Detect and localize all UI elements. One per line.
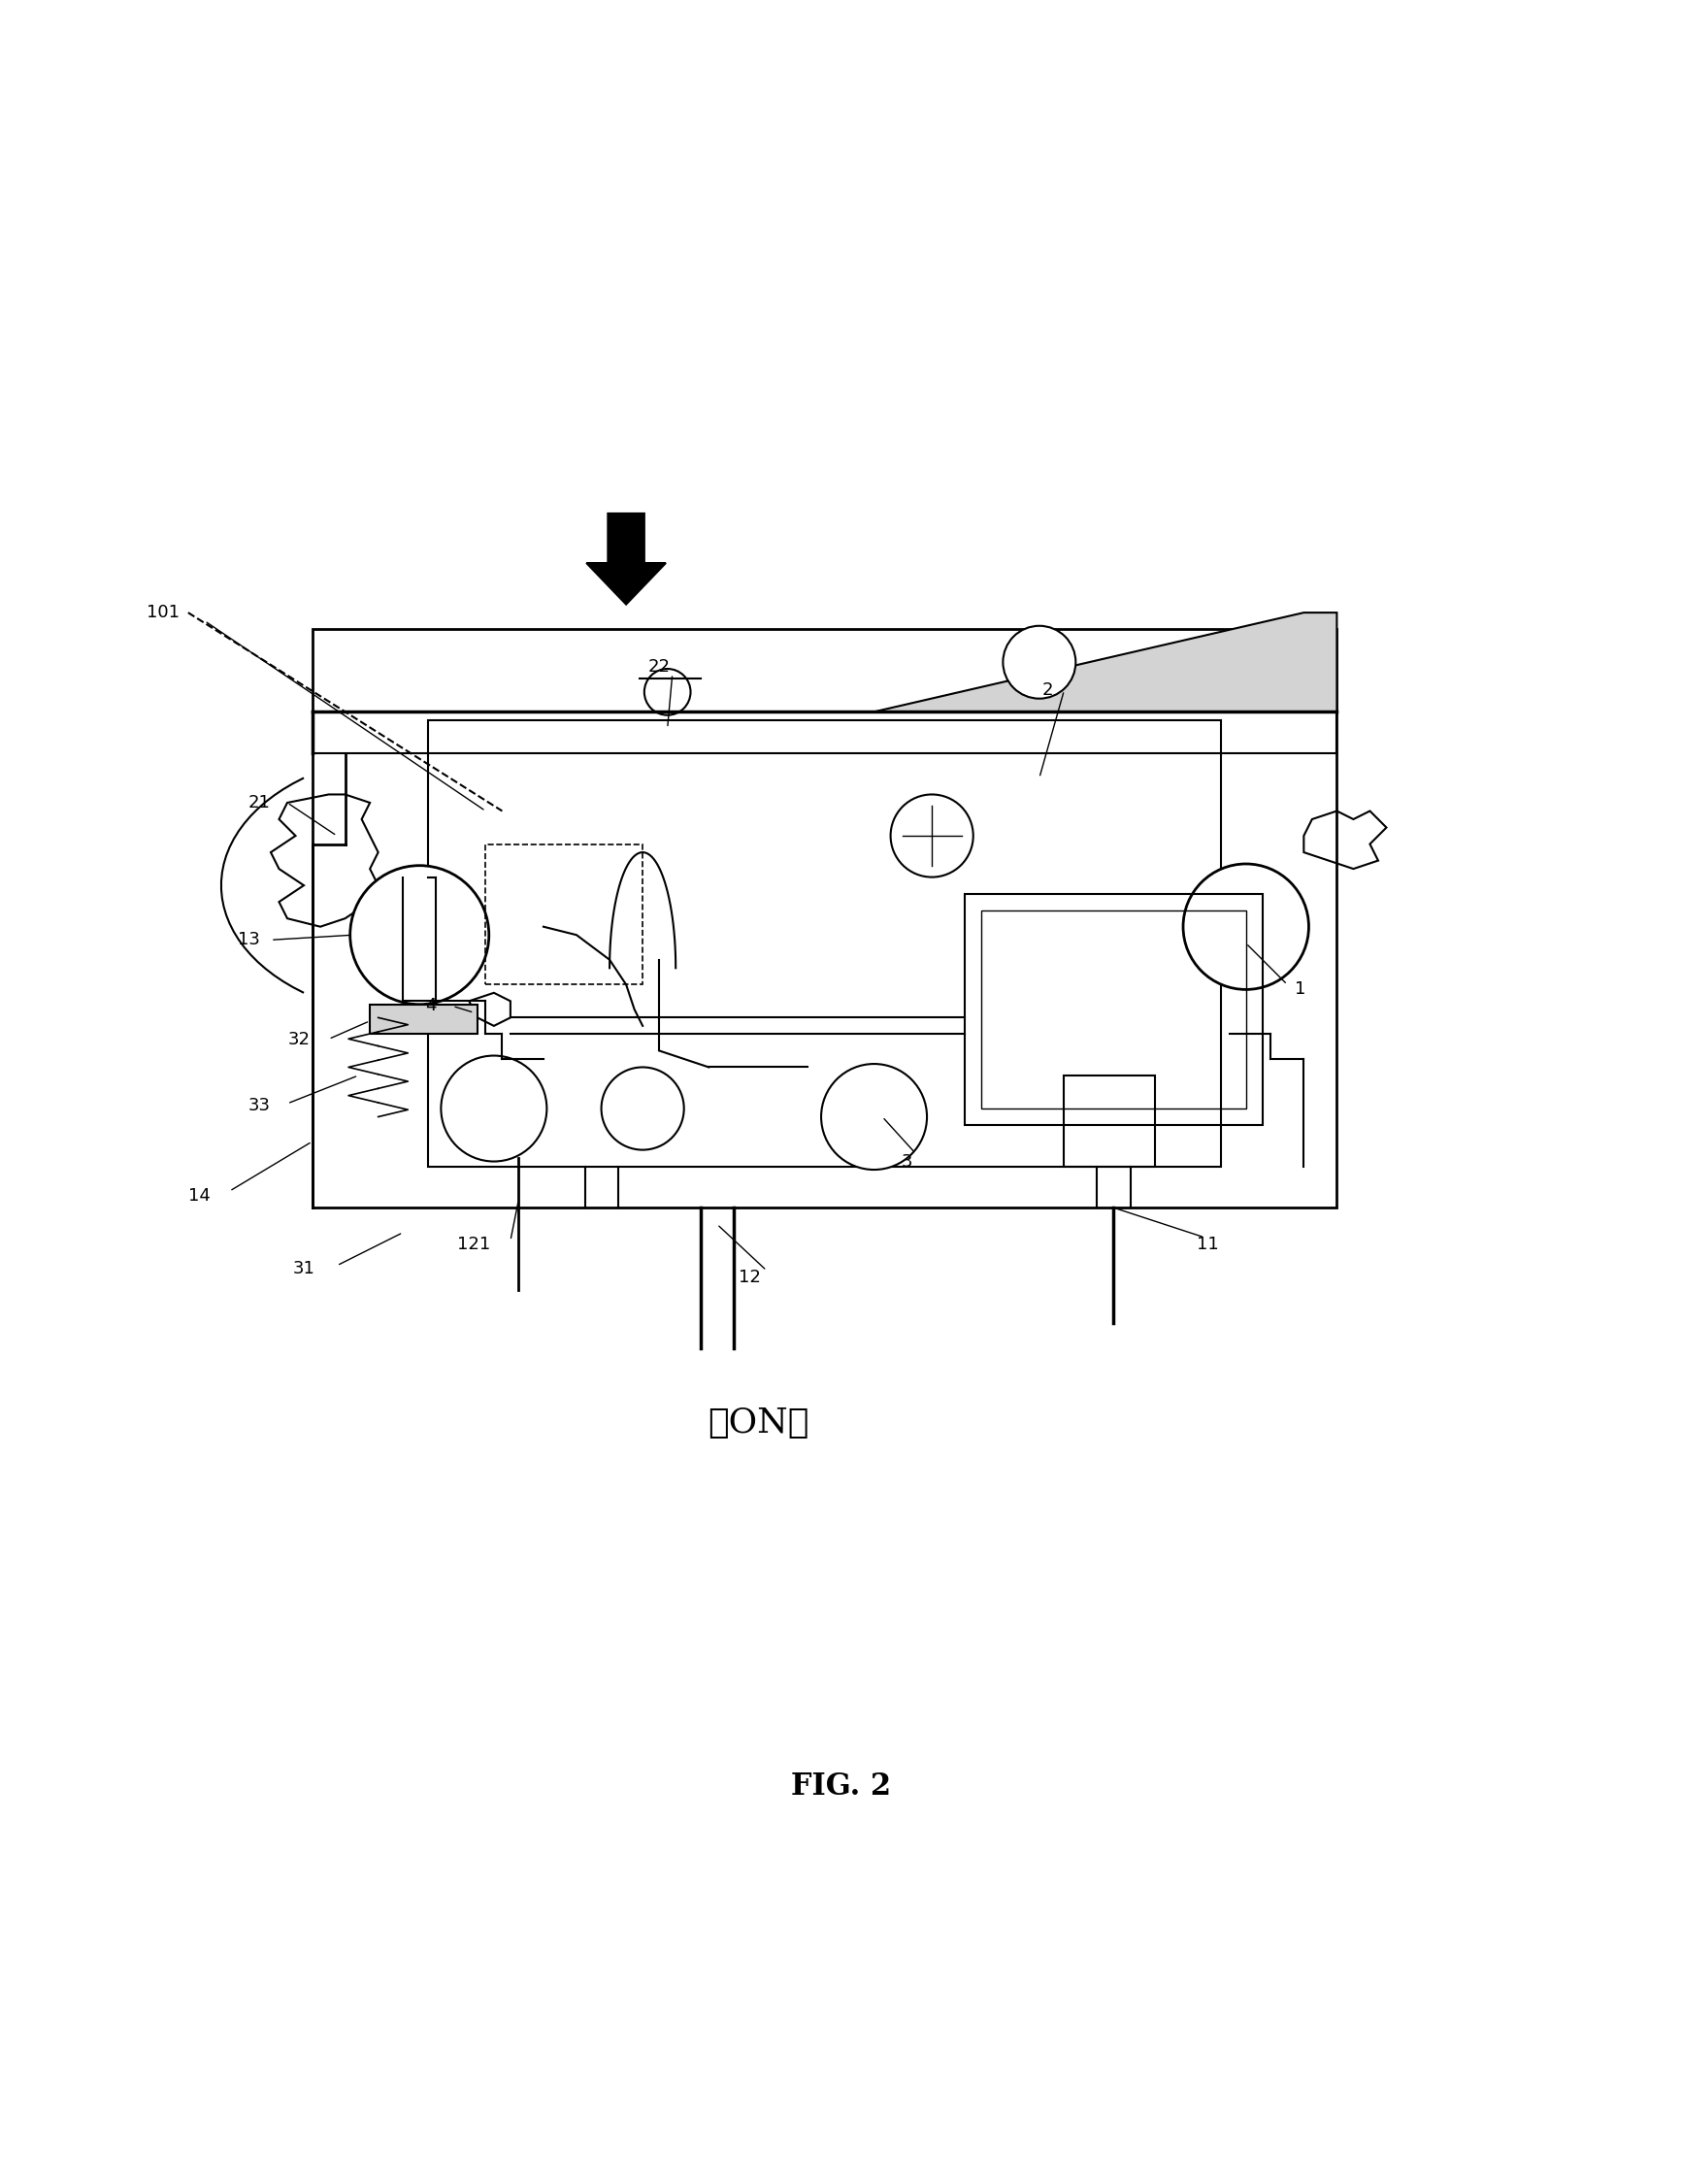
Text: 4: 4 (425, 998, 437, 1016)
Bar (486, 843, 642, 985)
Text: 3: 3 (901, 1153, 913, 1171)
Circle shape (602, 1068, 684, 1149)
Text: （ON）: （ON） (708, 1406, 809, 1439)
FancyArrow shape (587, 513, 666, 605)
Circle shape (1182, 865, 1308, 989)
Bar (313, 629, 1336, 1208)
Bar (982, 911, 1246, 1109)
Bar (965, 893, 1262, 1125)
Bar (427, 721, 1220, 1166)
Circle shape (889, 795, 973, 878)
Circle shape (644, 668, 691, 714)
Text: 1: 1 (1294, 981, 1304, 998)
Text: 13: 13 (239, 930, 261, 948)
Text: 2: 2 (1042, 681, 1052, 699)
Text: 12: 12 (738, 1269, 761, 1286)
Text: 14: 14 (188, 1188, 210, 1206)
Text: 21: 21 (247, 795, 271, 812)
Text: 33: 33 (247, 1096, 271, 1114)
Text: 101: 101 (146, 605, 180, 622)
Circle shape (820, 1064, 926, 1171)
Text: 121: 121 (457, 1236, 491, 1254)
Text: 31: 31 (292, 1260, 314, 1278)
Polygon shape (874, 614, 1336, 712)
Text: 11: 11 (1197, 1236, 1219, 1254)
Text: 22: 22 (647, 657, 671, 675)
Circle shape (1002, 627, 1076, 699)
Bar (1064, 1075, 1155, 1166)
Bar (370, 1005, 477, 1035)
Circle shape (440, 1055, 546, 1162)
Circle shape (350, 865, 489, 1005)
Text: 32: 32 (287, 1031, 309, 1048)
Text: FIG. 2: FIG. 2 (790, 1771, 891, 1802)
